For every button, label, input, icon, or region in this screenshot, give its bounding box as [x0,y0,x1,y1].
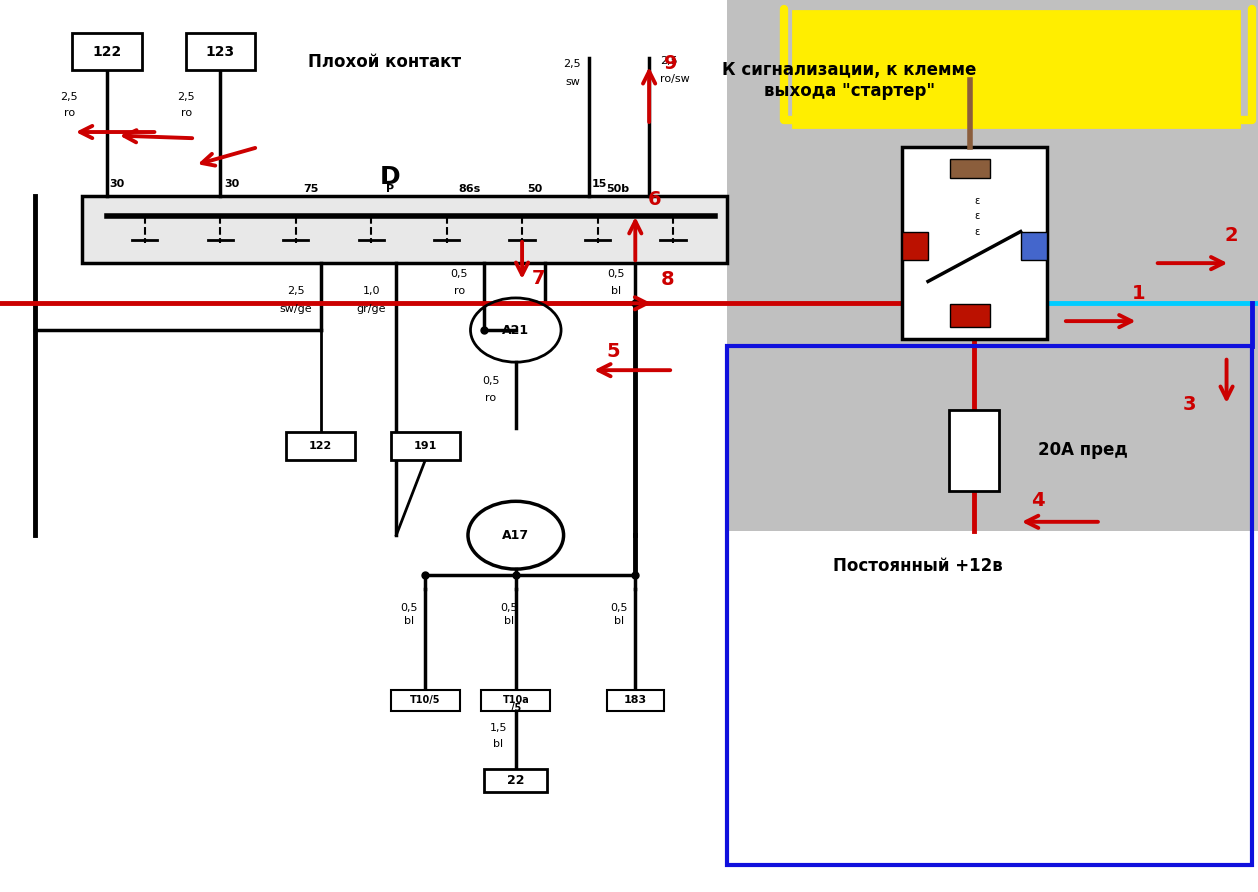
Text: 75: 75 [303,184,318,194]
Bar [390,432,459,460]
Text: 1,5: 1,5 [489,723,507,733]
Bar [484,769,547,792]
Text: 0,5: 0,5 [400,603,418,613]
Bar [82,196,727,263]
Bar [950,159,990,178]
Text: 50b: 50b [606,184,629,194]
Text: 20А пред: 20А пред [1038,442,1127,459]
Bar [286,432,355,460]
Text: sw: sw [565,77,580,87]
Text: sw/ge: sw/ge [279,304,312,314]
Text: /5: /5 [511,703,521,713]
Text: bl: bl [504,616,515,626]
Text: 9: 9 [664,54,678,72]
Text: ro: ro [454,286,464,296]
Text: A17: A17 [502,529,530,541]
Text: ε: ε [975,211,980,221]
Text: ro/sw: ro/sw [660,74,691,84]
Text: 123: 123 [205,45,235,59]
Text: A21: A21 [502,324,530,336]
Text: 2,5: 2,5 [60,92,78,102]
Text: ro: ro [486,393,496,403]
Text: 50: 50 [527,184,542,194]
Bar [793,11,1239,127]
Text: T10/5: T10/5 [410,695,440,706]
Text: Постоянный +12в: Постоянный +12в [834,558,1003,575]
Text: 30: 30 [109,179,125,189]
Text: 2,5: 2,5 [660,56,678,66]
Text: ro: ro [181,108,191,118]
Text: T10a: T10a [502,695,530,706]
Bar [727,346,1252,865]
Bar [902,232,928,260]
Text: 2,5: 2,5 [564,59,581,69]
Text: bl: bl [611,286,621,296]
Bar [727,0,1258,531]
Text: bl: bl [614,616,624,626]
Text: Плохой контакт: Плохой контакт [308,53,462,70]
Text: ε: ε [975,196,980,206]
Text: 183: 183 [624,695,647,706]
Text: 6: 6 [648,190,662,209]
Bar [606,690,664,711]
Text: 2,5: 2,5 [177,92,195,102]
Text: 4: 4 [1032,491,1045,509]
Text: 5: 5 [606,342,620,360]
Text: 30: 30 [224,179,239,189]
Bar [185,33,254,70]
Text: 122: 122 [92,45,122,59]
Text: 0,5: 0,5 [450,268,468,278]
Text: 1,0: 1,0 [362,286,380,296]
Text: 8: 8 [660,270,674,289]
Bar [1020,232,1047,260]
Bar [950,304,990,327]
Text: 0,5: 0,5 [610,603,628,613]
Text: 2,5: 2,5 [287,286,304,296]
Text: 0,5: 0,5 [501,603,518,613]
Text: 122: 122 [309,441,332,451]
Text: 7: 7 [532,268,546,287]
Text: bl: bl [493,739,503,749]
Bar [949,410,999,491]
Bar [390,690,459,711]
Bar [902,147,1047,339]
Text: 22: 22 [507,774,525,787]
Bar [481,690,550,711]
Text: 15: 15 [591,179,606,189]
Text: ro: ro [64,108,74,118]
Text: 2: 2 [1224,226,1238,244]
Text: 86s: 86s [458,184,481,194]
Text: P: P [386,184,394,194]
Text: bl: bl [404,616,414,626]
Text: 0,5: 0,5 [482,376,499,385]
Text: 1: 1 [1132,284,1146,302]
Text: 0,5: 0,5 [608,268,625,278]
Text: gr/ge: gr/ge [356,304,386,314]
Text: 3: 3 [1183,395,1196,414]
Text: К сигнализации, к клемме
выхода "стартер": К сигнализации, к клемме выхода "стартер… [722,61,976,100]
Bar [72,33,141,70]
Text: D: D [380,165,400,189]
Text: 191: 191 [414,441,437,451]
Text: ε: ε [975,227,980,236]
